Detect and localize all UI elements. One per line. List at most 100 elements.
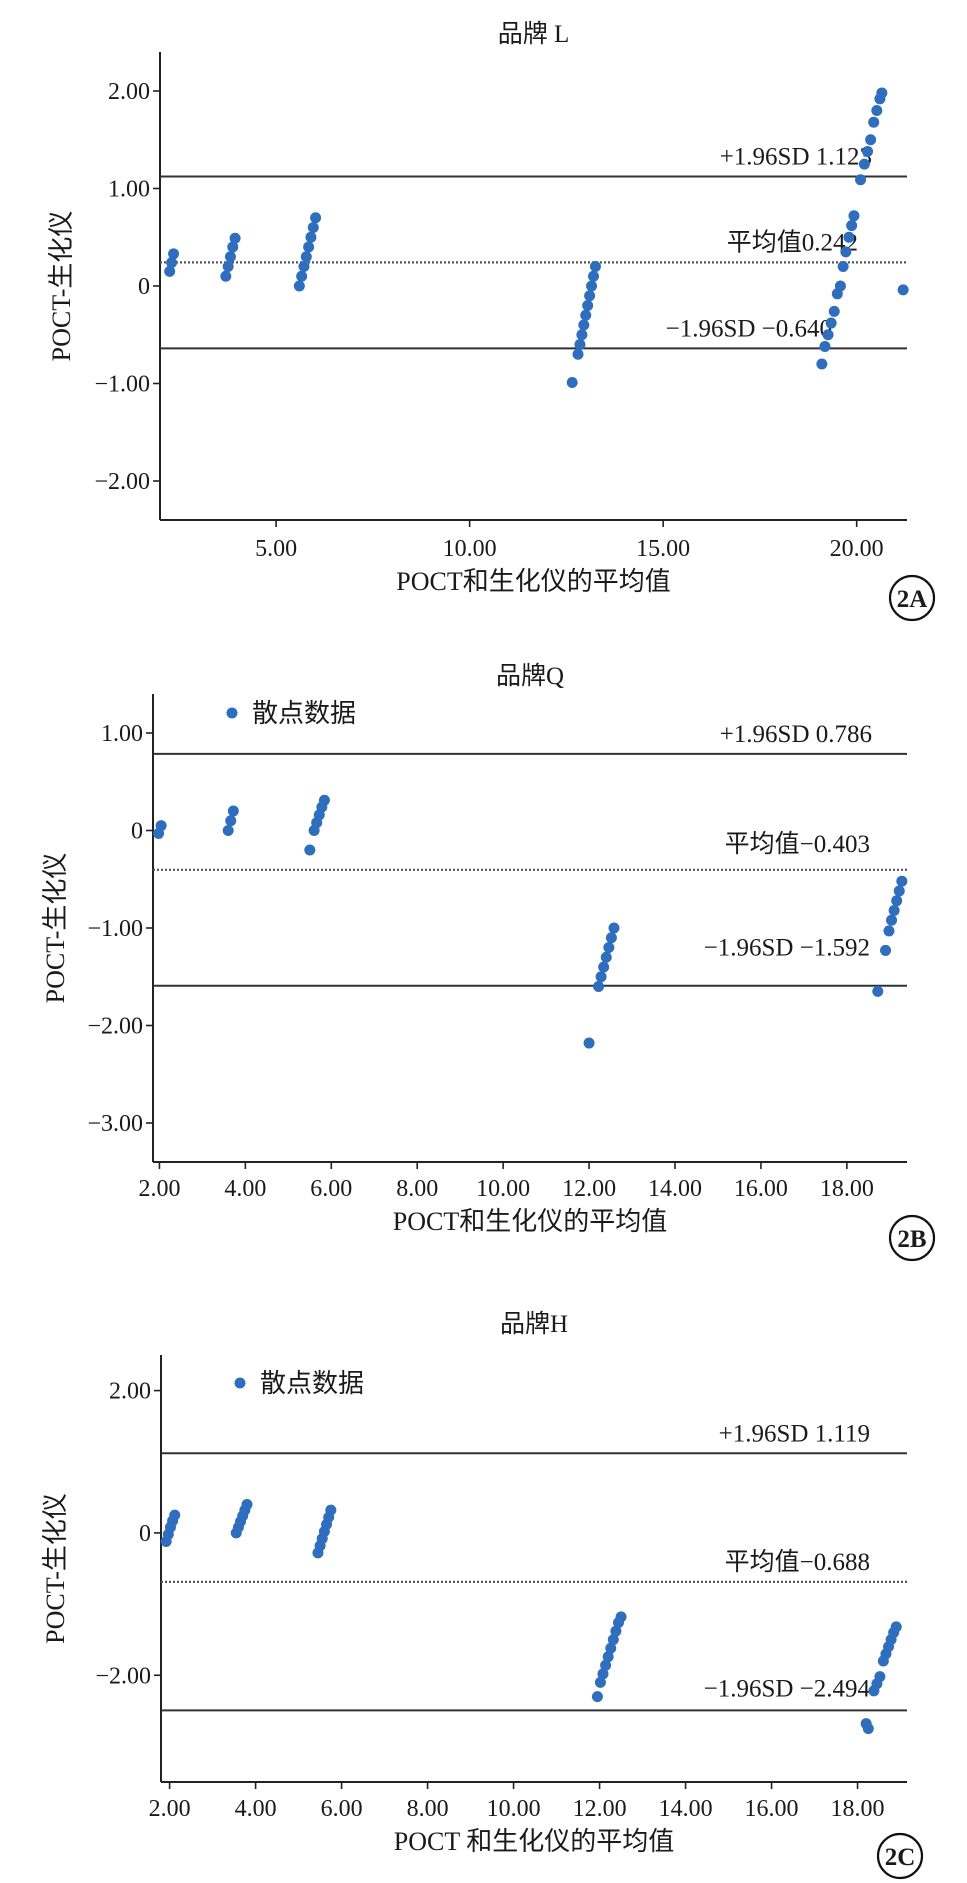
data-point	[603, 942, 615, 953]
data-point	[896, 875, 908, 887]
data-point	[862, 145, 874, 157]
x-tick-label: 16.00	[745, 1796, 799, 1822]
data-point	[241, 1498, 253, 1510]
data-point	[834, 280, 846, 292]
data-point	[880, 944, 892, 956]
data-point	[610, 1625, 622, 1637]
data-point	[837, 261, 849, 272]
mean-label: 平均值−0.688	[725, 1548, 870, 1576]
data-point	[843, 231, 855, 243]
y-tick-label: −1.00	[87, 916, 143, 942]
data-point	[605, 932, 617, 944]
y-tick-label: 0	[139, 1521, 151, 1547]
legend-marker	[234, 1377, 246, 1389]
data-point	[858, 158, 870, 170]
data-point	[229, 232, 241, 244]
data-point	[227, 805, 239, 817]
data-point	[871, 105, 883, 116]
data-point	[600, 951, 612, 963]
panel-badge: 2C	[876, 1832, 924, 1880]
upper-loa-label: +1.96SD 1.123	[720, 144, 872, 171]
data-point	[819, 340, 831, 352]
legend: 散点数据	[226, 699, 356, 728]
data-point	[868, 116, 880, 128]
y-tick-label: 1.00	[101, 721, 143, 747]
data-point	[886, 914, 898, 926]
data-point	[576, 329, 588, 341]
data-point	[574, 339, 586, 350]
x-tick-label: 15.00	[636, 536, 690, 562]
legend-marker	[226, 707, 238, 719]
data-point	[222, 261, 234, 272]
data-point	[582, 300, 594, 311]
lower-loa-label: −1.96SD −2.494	[704, 1675, 871, 1702]
x-tick-label: 10.00	[487, 1796, 541, 1822]
data-point	[220, 270, 232, 282]
y-tick-label: −2.00	[94, 469, 150, 495]
data-point	[305, 231, 317, 243]
data-point	[325, 1504, 337, 1516]
x-tick-label: 6.00	[310, 1176, 352, 1202]
chart-title: 品牌 L	[498, 20, 570, 48]
upper-loa-label: +1.96SD 0.786	[720, 721, 872, 748]
x-tick-label: 18.00	[820, 1176, 874, 1202]
lower-loa-label: −1.96SD −0.640	[666, 315, 832, 342]
panel-badge-label: 2C	[885, 1844, 916, 1871]
data-point	[318, 794, 330, 806]
data-point	[298, 261, 310, 272]
data-point	[865, 134, 877, 146]
data-point	[589, 261, 601, 272]
panel-badge-label: 2A	[897, 586, 928, 613]
y-tick-label: 2.00	[109, 1379, 151, 1405]
data-point	[296, 270, 308, 282]
data-point	[584, 290, 596, 302]
data-point	[888, 904, 900, 916]
chart-panel-2b: 品牌Q 1.00 0 −1.00 −2.00 −3.00 2.00 4.00 6.00 8.00 1…	[41, 662, 936, 1262]
data-point	[600, 1659, 612, 1671]
panel-badge: 2B	[888, 1214, 936, 1262]
y-tick-label: −2.00	[87, 1014, 143, 1040]
data-point	[293, 280, 305, 292]
data-point	[224, 251, 236, 263]
data-point	[605, 1642, 617, 1654]
data-point	[883, 925, 895, 937]
data-point	[597, 1668, 609, 1680]
data-point	[876, 87, 888, 99]
x-tick-label: 10.00	[476, 1176, 530, 1202]
data-point	[608, 922, 620, 934]
y-tick-label: 1.00	[108, 177, 150, 203]
legend: 散点数据	[234, 1369, 364, 1398]
x-tick-label: 12.00	[562, 1176, 616, 1202]
x-tick-label: 4.00	[235, 1796, 277, 1822]
data-point	[591, 1691, 603, 1703]
x-axis-label: POCT和生化仪的平均值	[393, 1207, 667, 1236]
x-tick-label: 14.00	[648, 1176, 702, 1202]
y-axis-label: POCT-生化仪	[47, 211, 76, 362]
data-point	[169, 1509, 181, 1521]
data-point	[578, 319, 590, 331]
panel-badge-label: 2B	[897, 1226, 926, 1253]
data-point	[598, 961, 610, 973]
chart-panel-2a: 品牌 L 2.00 1.00 0 −1.00 −2.00 5.00 10.00 15.00 20.…	[47, 20, 936, 622]
y-tick-label: 0	[131, 819, 143, 845]
data-point	[874, 1671, 886, 1683]
x-tick-label: 4.00	[224, 1176, 266, 1202]
x-axis-label: POCT和生化仪的平均值	[396, 567, 670, 596]
panel-badge-circle	[888, 574, 936, 622]
data-point	[848, 210, 860, 222]
y-axis-label: POCT-生化仪	[41, 853, 70, 1004]
panel-badge-circle	[876, 1832, 924, 1880]
data-point	[828, 305, 840, 317]
panel-badge-circle	[888, 1214, 936, 1262]
mean-label: 平均值0.242	[727, 228, 858, 256]
data-point	[846, 220, 858, 232]
data-point	[825, 317, 837, 329]
data-point	[580, 309, 592, 321]
data-point	[303, 241, 315, 253]
data-point	[227, 241, 239, 253]
data-point	[615, 1611, 627, 1623]
data-point	[164, 265, 176, 277]
data-point	[572, 348, 584, 360]
data-point	[583, 1037, 595, 1049]
